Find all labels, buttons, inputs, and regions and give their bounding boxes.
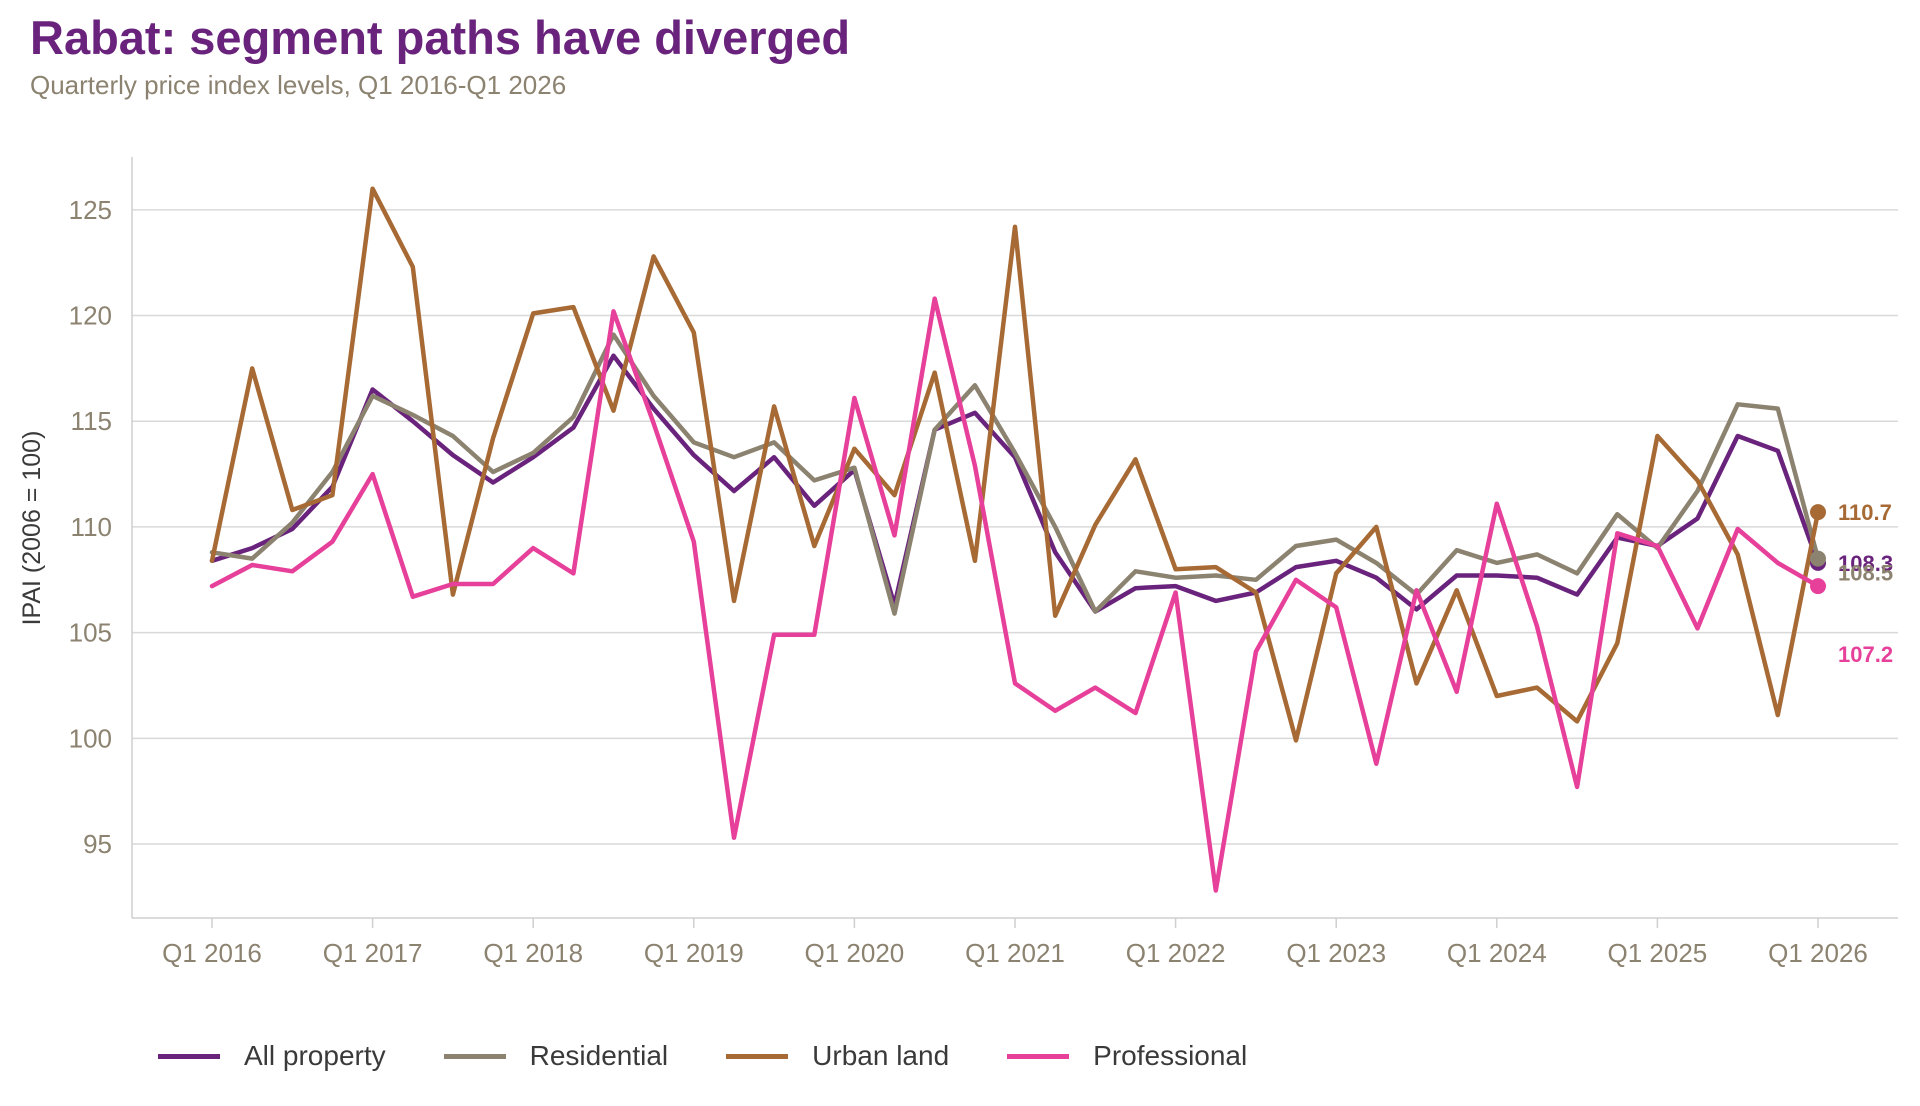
legend-swatch bbox=[158, 1053, 220, 1059]
legend-label: Professional bbox=[1093, 1040, 1248, 1071]
y-axis-label: IPAI (2006 = 100) bbox=[18, 431, 46, 626]
end-value-label: 110.7 bbox=[1838, 500, 1892, 525]
x-tick-label: Q1 2026 bbox=[1768, 938, 1868, 968]
legend-item-all-property: All property bbox=[158, 1040, 386, 1072]
x-tick-labels: Q1 2016 Q1 2017 Q1 2018 Q1 2019 Q1 2020 Q1 20… bbox=[162, 918, 1868, 968]
end-value-label: 108.5 bbox=[1838, 561, 1893, 586]
legend-label: All property bbox=[244, 1040, 386, 1071]
x-tick-label: Q1 2019 bbox=[644, 938, 744, 968]
legend-item-urban-land: Urban land bbox=[726, 1040, 949, 1072]
y-tick-label: 95 bbox=[83, 829, 112, 859]
series-line-professional bbox=[209, 296, 1821, 893]
legend-label: Residential bbox=[529, 1040, 669, 1071]
x-tick-label: Q1 2018 bbox=[483, 938, 583, 968]
legend: All property Residential Urban land Profess… bbox=[158, 1040, 1305, 1072]
chart-title: Rabat: segment paths have diverged bbox=[30, 11, 851, 64]
y-tick-label: 105 bbox=[69, 618, 112, 648]
end-point-urban-land bbox=[1810, 504, 1826, 521]
legend-label: Urban land bbox=[812, 1040, 950, 1071]
chart-subtitle: Quarterly price index levels, Q1 2016-Q1… bbox=[30, 70, 567, 100]
legend-item-residential: Residential bbox=[443, 1040, 669, 1072]
series-lines bbox=[209, 186, 1821, 893]
x-tick-label: Q1 2016 bbox=[162, 938, 262, 968]
x-tick-label: Q1 2022 bbox=[1126, 938, 1226, 968]
legend-item-professional: Professional bbox=[1007, 1040, 1247, 1072]
x-tick-label: Q1 2020 bbox=[805, 938, 905, 968]
x-tick-label: Q1 2024 bbox=[1447, 938, 1547, 968]
end-value-label: 107.2 bbox=[1838, 642, 1893, 667]
x-tick-label: Q1 2021 bbox=[965, 938, 1065, 968]
end-point-residential bbox=[1810, 550, 1826, 567]
y-tick-label: 100 bbox=[69, 723, 112, 753]
series-line-urban-land bbox=[209, 186, 1821, 743]
end-value-label: 108.3 bbox=[1838, 551, 1893, 576]
series-line-residential bbox=[209, 332, 1821, 616]
x-tick-label: Q1 2025 bbox=[1608, 938, 1708, 968]
legend-swatch bbox=[443, 1053, 506, 1059]
x-tick-label: Q1 2023 bbox=[1286, 938, 1386, 968]
y-tick-label: 115 bbox=[71, 406, 112, 436]
end-point-professional bbox=[1810, 578, 1826, 595]
legend-swatch bbox=[726, 1053, 789, 1059]
y-tick-label: 120 bbox=[69, 301, 112, 331]
y-tick-labels: 95 100 105 110 115 120 125 bbox=[69, 195, 112, 859]
y-tick-label: 125 bbox=[69, 195, 112, 225]
y-tick-label: 110 bbox=[71, 512, 112, 542]
legend-swatch bbox=[1007, 1053, 1070, 1059]
x-tick-label: Q1 2017 bbox=[323, 938, 423, 968]
